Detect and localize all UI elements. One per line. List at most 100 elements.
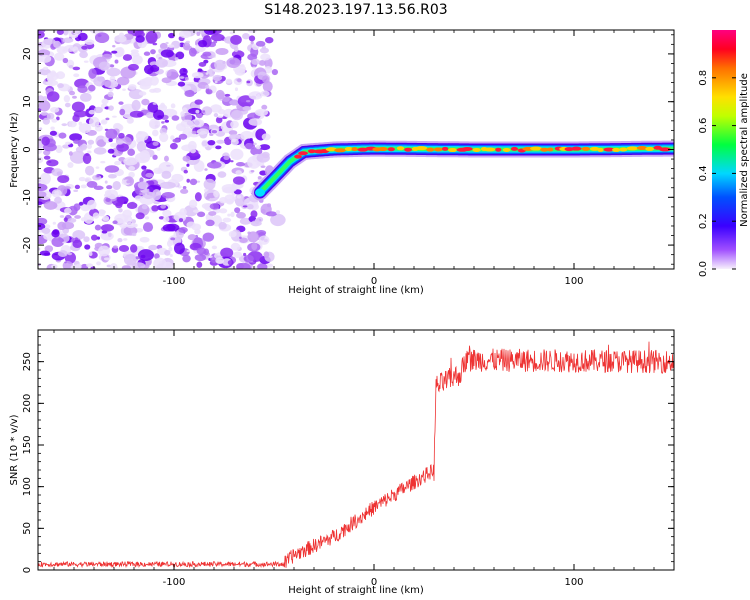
noise-blob [84, 165, 95, 176]
noise-blob [186, 249, 191, 253]
noise-blob [135, 131, 149, 142]
noise-blob [217, 115, 223, 119]
noise-blob [150, 49, 156, 55]
noise-blob [228, 130, 238, 136]
noise-blob [122, 88, 126, 91]
noise-blob [171, 173, 184, 183]
noise-blob [104, 165, 120, 173]
noise-blob [126, 180, 131, 184]
noise-blob [141, 165, 147, 170]
signal-hotspot [415, 146, 428, 151]
noise-blob [275, 210, 281, 215]
noise-blob [242, 33, 250, 40]
noise-blob [188, 199, 198, 209]
noise-blob [230, 120, 239, 129]
noise-blob [259, 144, 271, 151]
noise-blob [87, 150, 92, 154]
spectrogram-xtick-label: 0 [371, 276, 377, 287]
noise-blob [64, 251, 76, 264]
noise-blob [138, 91, 147, 96]
signal-hotspot [377, 147, 388, 152]
noise-blob [141, 204, 148, 210]
noise-blob [69, 151, 87, 164]
noise-blob [260, 209, 266, 214]
noise-blob [195, 109, 200, 114]
noise-blobs [38, 30, 286, 269]
noise-blob [233, 251, 243, 259]
noise-blob [192, 118, 205, 128]
noise-blob [123, 157, 138, 166]
noise-blob [50, 107, 60, 113]
noise-blob [237, 95, 255, 108]
noise-blob [218, 128, 223, 132]
noise-blob [213, 113, 219, 118]
noise-blob [105, 117, 110, 121]
spectrogram-ytick-label: 0 [22, 146, 33, 152]
noise-blob [149, 88, 157, 93]
noise-blob [218, 221, 227, 230]
noise-blob [135, 212, 145, 220]
noise-blob [148, 244, 158, 251]
noise-blob [49, 130, 58, 136]
noise-blob [51, 118, 58, 123]
noise-blob [170, 103, 176, 109]
noise-blob [94, 124, 103, 132]
noise-blob [255, 40, 266, 47]
noise-blob [143, 64, 154, 75]
noise-blob [247, 231, 259, 243]
noise-blob [38, 100, 51, 112]
noise-blob [155, 58, 168, 68]
noise-blob [83, 60, 89, 63]
noise-blob [261, 104, 268, 110]
snr-ytick-label: 0 [22, 567, 33, 573]
noise-blob [159, 132, 169, 143]
noise-blob [86, 263, 94, 268]
noise-blob [164, 119, 170, 123]
noise-blob [114, 160, 121, 166]
noise-blob [38, 229, 43, 233]
noise-blob [131, 262, 146, 269]
noise-blob [179, 67, 188, 76]
noise-blob [178, 218, 184, 222]
noise-blob [56, 30, 64, 35]
noise-blob [171, 115, 180, 121]
noise-blob [59, 215, 65, 218]
noise-blob [258, 235, 270, 245]
signal-hotspot [461, 146, 473, 151]
snr-xlabel: Height of straight line (km) [288, 585, 424, 596]
noise-blob [182, 107, 188, 113]
snr-ticks: -100 0 100 0 50 100 150 200 250 [22, 330, 675, 588]
noise-blob [109, 64, 115, 68]
spectrogram-ytick-label: 20 [22, 48, 33, 61]
noise-blob [131, 232, 137, 237]
noise-blob [38, 68, 51, 76]
noise-blob [182, 155, 191, 162]
noise-blob [139, 236, 150, 243]
noise-blob [39, 250, 51, 256]
noise-blob [68, 65, 74, 69]
noise-blob [210, 33, 225, 42]
noise-blob [72, 239, 83, 249]
noise-blob [166, 240, 173, 247]
noise-blob [106, 185, 113, 190]
noise-blob [181, 85, 192, 91]
noise-blob [134, 195, 143, 201]
noise-blob [172, 138, 180, 143]
snr-series-line [38, 341, 674, 569]
noise-blob [71, 101, 85, 112]
noise-blob [185, 40, 191, 44]
noise-blob [46, 91, 60, 102]
signal-hotspot [540, 147, 549, 152]
snr-ytick-label: 50 [22, 522, 33, 535]
noise-blob [203, 248, 210, 256]
noise-blob [68, 151, 73, 156]
noise-blob [116, 46, 125, 57]
signal-hotspot [426, 147, 435, 152]
noise-blob [41, 136, 50, 146]
noise-blob [88, 84, 96, 92]
noise-blob [149, 76, 159, 86]
noise-blob [94, 224, 102, 231]
signal-hotspot [612, 147, 621, 152]
noise-blob [234, 207, 241, 214]
noise-blob [127, 63, 139, 71]
